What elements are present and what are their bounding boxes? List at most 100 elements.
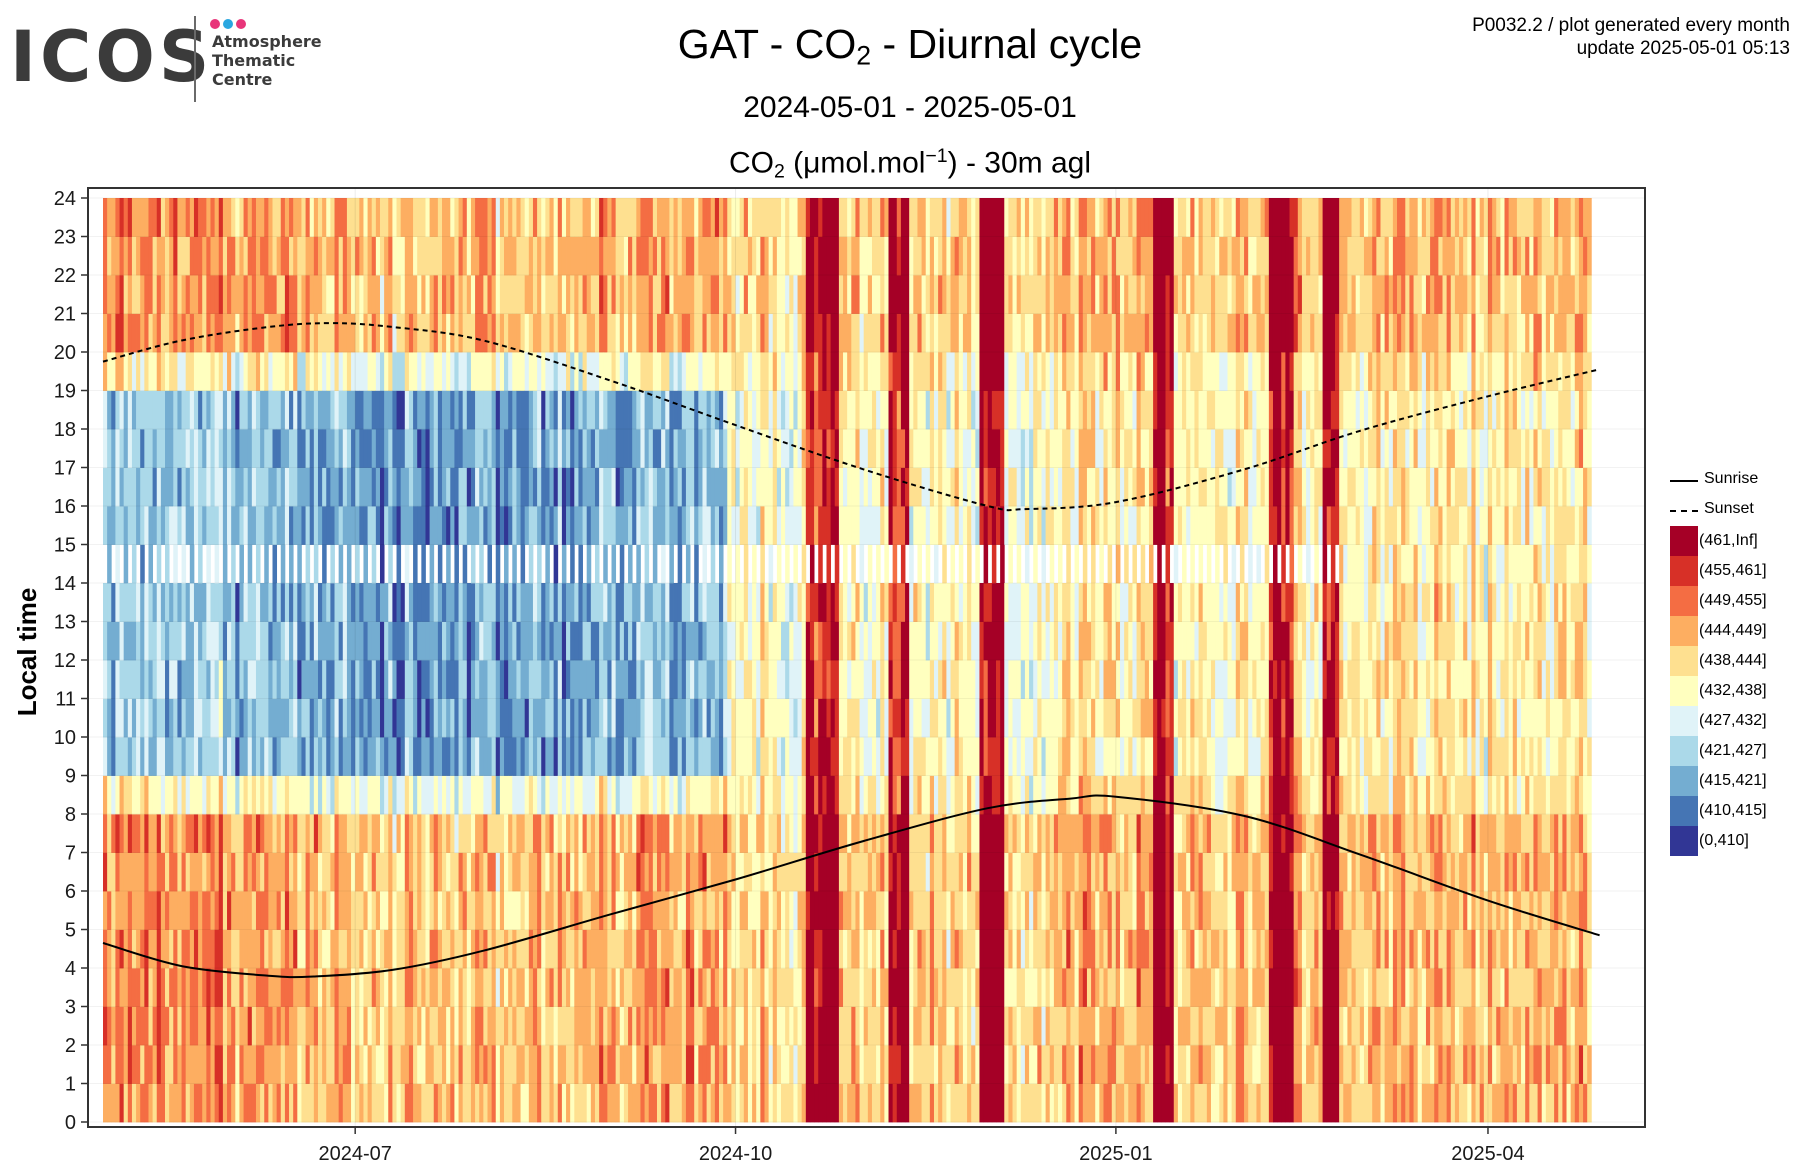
heatmap-cell: [165, 198, 170, 237]
heatmap-cell: [330, 621, 335, 661]
heatmap-cell: [152, 352, 158, 391]
heatmap-cell: [355, 506, 360, 545]
heatmap-cell: [805, 929, 811, 969]
heatmap-cell: [524, 1045, 530, 1084]
heatmap-cell: [185, 506, 191, 545]
heatmap-cell: [400, 236, 406, 276]
heatmap-cell: [384, 929, 389, 969]
heatmap-cell: [359, 660, 364, 699]
heatmap-cell: [570, 390, 575, 430]
heatmap-cell: [578, 814, 583, 853]
heatmap-cell: [818, 621, 823, 661]
heatmap-cell: [202, 852, 207, 892]
heatmap-cell: [669, 544, 674, 584]
heatmap-cell: [417, 1045, 422, 1084]
heatmap-cell: [359, 929, 364, 969]
heatmap-cell: [483, 929, 488, 969]
heatmap-cell: [371, 852, 377, 892]
heatmap-cell: [958, 583, 964, 622]
heatmap-cell: [566, 1045, 571, 1084]
heatmap-cell: [189, 698, 195, 738]
heatmap-cell: [574, 814, 579, 853]
heatmap-cell: [491, 583, 497, 622]
heatmap-cell: [537, 852, 542, 892]
heatmap-cell: [202, 891, 207, 930]
heatmap-cell: [392, 583, 397, 622]
heatmap-cell: [677, 814, 683, 853]
heatmap-cell: [528, 698, 534, 738]
heatmap-cell: [251, 891, 257, 930]
heatmap-cell: [458, 929, 464, 969]
heatmap-cell: [834, 390, 840, 430]
heatmap-cell: [843, 775, 848, 815]
heatmap-cell: [640, 313, 645, 353]
heatmap-cell: [425, 1083, 430, 1123]
heatmap-cell: [892, 583, 898, 622]
heatmap-cell: [570, 236, 575, 276]
heatmap-cell: [429, 660, 435, 699]
heatmap-cell: [384, 236, 389, 276]
heatmap-cell: [123, 852, 129, 892]
heatmap-cell: [301, 968, 306, 1007]
heatmap-cell: [260, 390, 265, 430]
heatmap-cell: [413, 968, 418, 1007]
heatmap-cell: [681, 929, 687, 969]
heatmap-cell: [603, 236, 608, 276]
heatmap-cell: [619, 236, 625, 276]
heatmap-cell: [933, 544, 939, 584]
heatmap-cell: [317, 236, 323, 276]
heatmap-cell: [450, 1045, 455, 1084]
heatmap-cell: [909, 929, 914, 969]
heatmap-cell: [181, 198, 187, 237]
heatmap-cell: [227, 621, 232, 661]
heatmap-cell: [408, 390, 414, 430]
heatmap-cell: [933, 198, 939, 237]
heatmap-cell: [541, 929, 546, 969]
heatmap-cell: [400, 275, 406, 314]
heatmap-cell: [123, 390, 129, 430]
heatmap-cell: [131, 352, 137, 391]
heatmap-cell: [586, 198, 592, 237]
heatmap-cell: [702, 467, 707, 507]
heatmap-cell: [156, 1083, 162, 1123]
heatmap-cell: [103, 1006, 108, 1046]
heatmap-cell: [437, 968, 443, 1007]
heatmap-cell: [843, 506, 848, 545]
heatmap-cell: [611, 737, 617, 776]
heatmap-cell: [677, 429, 683, 468]
heatmap-cell: [892, 814, 898, 853]
heatmap-cell: [115, 544, 120, 584]
heatmap-cell: [379, 236, 385, 276]
heatmap-cell: [636, 968, 641, 1007]
heatmap-cell: [330, 198, 335, 237]
heatmap-cell: [723, 891, 728, 930]
heatmap-cell: [363, 775, 368, 815]
heatmap-cell: [131, 467, 137, 507]
heatmap-cell: [462, 429, 468, 468]
heatmap-cell: [326, 352, 331, 391]
heatmap-cell: [557, 198, 563, 237]
heatmap-cell: [508, 929, 513, 969]
heatmap-cell: [293, 352, 298, 391]
heatmap-cell: [880, 390, 885, 430]
heatmap-cell: [938, 737, 943, 776]
heatmap-cell: [607, 390, 612, 430]
heatmap-cell: [446, 621, 451, 661]
heatmap-cell: [532, 429, 538, 468]
heatmap-cell: [392, 1045, 397, 1084]
heatmap-cell: [437, 775, 443, 815]
heatmap-cell: [185, 390, 191, 430]
heatmap-cell: [677, 1006, 683, 1046]
heatmap-cell: [855, 313, 860, 353]
heatmap-cell: [628, 390, 633, 430]
heatmap-cell: [516, 583, 521, 622]
heatmap-cell: [301, 1083, 306, 1123]
heatmap-cell: [607, 968, 612, 1007]
heatmap-cell: [169, 313, 174, 353]
heatmap-cell: [946, 506, 951, 545]
heatmap-cell: [458, 1083, 464, 1123]
heatmap-cell: [838, 583, 844, 622]
heatmap-cell: [938, 313, 943, 353]
heatmap-cell: [222, 929, 228, 969]
heatmap-cell: [470, 506, 476, 545]
